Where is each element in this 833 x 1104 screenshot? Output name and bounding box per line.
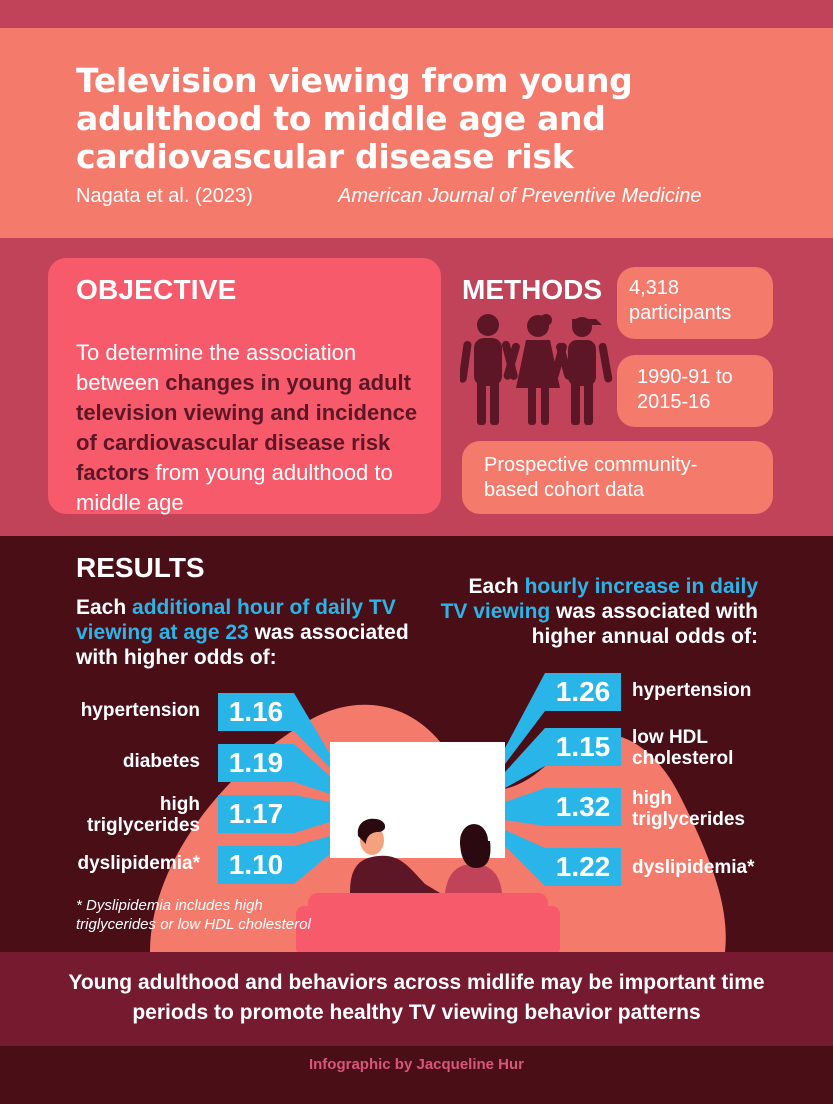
credit-bar: Infographic by Jacqueline Hur bbox=[0, 1046, 833, 1104]
left-lead-start: Each bbox=[76, 596, 133, 619]
methods-heading: METHODS bbox=[462, 274, 602, 305]
right-odds-label: low HDL cholesterol bbox=[632, 727, 734, 769]
left-odds-value: 1.17 bbox=[218, 795, 294, 833]
right-odds-label: hypertension bbox=[632, 680, 752, 701]
right-lead-highlight: hourly increase in daily TV viewing bbox=[440, 575, 758, 623]
objective-text: To determine the association between cha… bbox=[76, 338, 426, 518]
study-design-bubble: Prospective community-based cohort data bbox=[462, 441, 773, 514]
conclusion-banner: Young adulthood and behaviors across mid… bbox=[0, 952, 833, 1046]
authors: Nagata et al. (2023) bbox=[76, 185, 253, 207]
right-odds-value: 1.32 bbox=[545, 788, 621, 826]
page-title: Television viewing from young adulthood … bbox=[76, 61, 633, 176]
left-odds-value: 1.10 bbox=[218, 846, 294, 884]
header: Television viewing from young adulthood … bbox=[0, 28, 833, 238]
conclusion-text: Young adulthood and behaviors across mid… bbox=[68, 971, 765, 1024]
right-odds-label: high triglycerides bbox=[632, 788, 745, 830]
left-odds-label: high triglycerides bbox=[87, 794, 200, 836]
right-odds-label: dyslipidemia* bbox=[632, 857, 755, 878]
right-odds-value: 1.26 bbox=[545, 673, 621, 711]
footnote: * Dyslipidemia includes high triglycerid… bbox=[76, 897, 311, 933]
left-odds-label: diabetes bbox=[122, 751, 200, 772]
objective-methods-section: OBJECTIVE To determine the association b… bbox=[0, 238, 833, 536]
left-lead-highlight: additional hour of daily TV viewing at a… bbox=[76, 596, 396, 644]
journal-name: American Journal of Preventive Medicine bbox=[338, 185, 702, 207]
left-lead-end: was associated with higher odds of: bbox=[76, 621, 409, 669]
objective-text-start: To determine the association between bbox=[76, 340, 357, 395]
left-odds-label: dyslipidemia* bbox=[77, 853, 201, 874]
objective-highlight: changes in young adult television viewin… bbox=[76, 370, 418, 485]
credit-text: Infographic by Jacqueline Hur bbox=[308, 1056, 525, 1073]
left-results-lead: Each additional hour of daily TV viewing… bbox=[76, 595, 416, 670]
results-heading: RESULTS bbox=[76, 552, 205, 583]
left-odds-value: 1.19 bbox=[218, 744, 294, 782]
objective-heading: OBJECTIVE bbox=[76, 274, 237, 305]
participants-bubble: 4,318 participants bbox=[617, 267, 773, 339]
right-odds-value: 1.22 bbox=[545, 848, 621, 886]
tv-viewing-illustration bbox=[150, 673, 726, 952]
right-odds-value: 1.15 bbox=[545, 728, 621, 766]
left-odds-label: hypertension bbox=[80, 700, 200, 721]
right-lead-end: was associated with higher annual odds o… bbox=[531, 600, 758, 648]
right-results-lead: Each hourly increase in daily TV viewing… bbox=[440, 574, 758, 649]
objective-text-end: from young adulthood to middle age bbox=[76, 460, 393, 515]
right-lead-start: Each bbox=[468, 575, 525, 598]
left-odds-value: 1.16 bbox=[218, 693, 294, 731]
results-section: RESULTS Each additional hour of daily TV… bbox=[0, 536, 833, 952]
objective-panel: OBJECTIVE To determine the association b… bbox=[48, 258, 441, 515]
study-years-bubble: 1990-91 to 2015-16 bbox=[617, 355, 773, 427]
people-group-icon bbox=[460, 314, 613, 425]
top-strip bbox=[0, 0, 833, 28]
